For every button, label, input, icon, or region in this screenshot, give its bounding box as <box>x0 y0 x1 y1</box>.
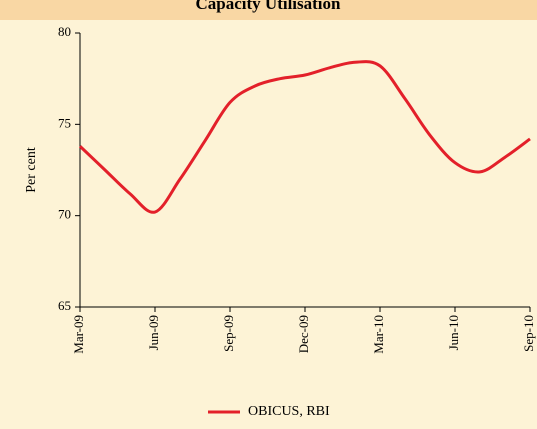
y-axis-label: Per cent <box>24 147 39 193</box>
y-tick-label: 80 <box>58 24 71 39</box>
chart-title: Capacity Utilisation <box>196 0 342 13</box>
y-tick-label: 70 <box>58 207 71 222</box>
y-tick-label: 65 <box>58 298 71 313</box>
y-tick-label: 75 <box>58 115 71 130</box>
x-tick-label: Dec-09 <box>296 315 311 353</box>
x-tick-label: Jun-09 <box>146 315 161 350</box>
data-line <box>78 60 531 214</box>
x-tick-label: Sep-09 <box>221 315 236 352</box>
legend-label: OBICUS, RBI <box>248 404 330 419</box>
title-band <box>0 0 537 20</box>
x-tick-label: Sep-10 <box>521 315 536 352</box>
x-tick-label: Mar-10 <box>371 315 386 354</box>
x-tick-label: Mar-09 <box>71 315 86 354</box>
x-tick-label: Jun-10 <box>446 315 461 350</box>
